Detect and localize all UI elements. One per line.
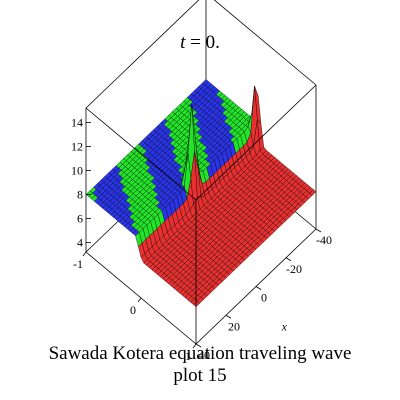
x-tick-label: 0 — [261, 291, 267, 305]
y-tick-mark — [192, 343, 197, 349]
z-tick-label: 8 — [77, 187, 83, 201]
surface-mesh — [85, 79, 317, 308]
x-tick-label: -40 — [316, 233, 332, 247]
y-tick-label: 0 — [130, 303, 136, 317]
z-tick-label: 6 — [77, 211, 83, 225]
box-edge-back-5 — [213, 0, 317, 86]
x-tick-mark — [255, 286, 262, 290]
plot-title-rest: = 0. — [185, 32, 220, 53]
box-edge-back-4 — [85, 0, 200, 109]
z-tick-label: 10 — [71, 163, 83, 177]
x-tick-label: 20 — [228, 319, 240, 333]
caption-line-2: plot 15 — [173, 365, 227, 386]
x-tick-mark — [285, 257, 292, 262]
box-edge-front-1 — [195, 228, 317, 345]
x-tick-mark — [195, 343, 202, 348]
y-tick-mark — [82, 251, 87, 257]
z-tick-label: 14 — [71, 115, 83, 129]
axes: 4 6 8 10 12 14 -1 0 1 -40 -20 0 20 40 x — [71, 115, 332, 363]
y-tick-label: 1 — [185, 349, 191, 363]
plot-title: t = 0. — [0, 32, 400, 54]
y-tick-label: -1 — [73, 257, 83, 271]
y-tick-mark — [137, 297, 142, 303]
x-tick-mark — [315, 228, 322, 233]
caption-line-1: Sawada Kotera equation traveling wave — [48, 343, 352, 364]
box-edge-front-4 — [85, 107, 197, 201]
x-tick-mark — [225, 314, 232, 319]
x-tick-label: -20 — [286, 262, 302, 276]
z-tick-label: 12 — [71, 139, 83, 153]
z-tick-label: 4 — [77, 235, 83, 249]
x-axis-label: x — [281, 319, 288, 333]
box-edge-front-3 — [195, 84, 317, 201]
plot-title-var: t — [180, 32, 186, 53]
figure-caption: Sawada Kotera equation traveling wave pl… — [0, 343, 400, 387]
x-tick-label: 40 — [198, 348, 210, 362]
